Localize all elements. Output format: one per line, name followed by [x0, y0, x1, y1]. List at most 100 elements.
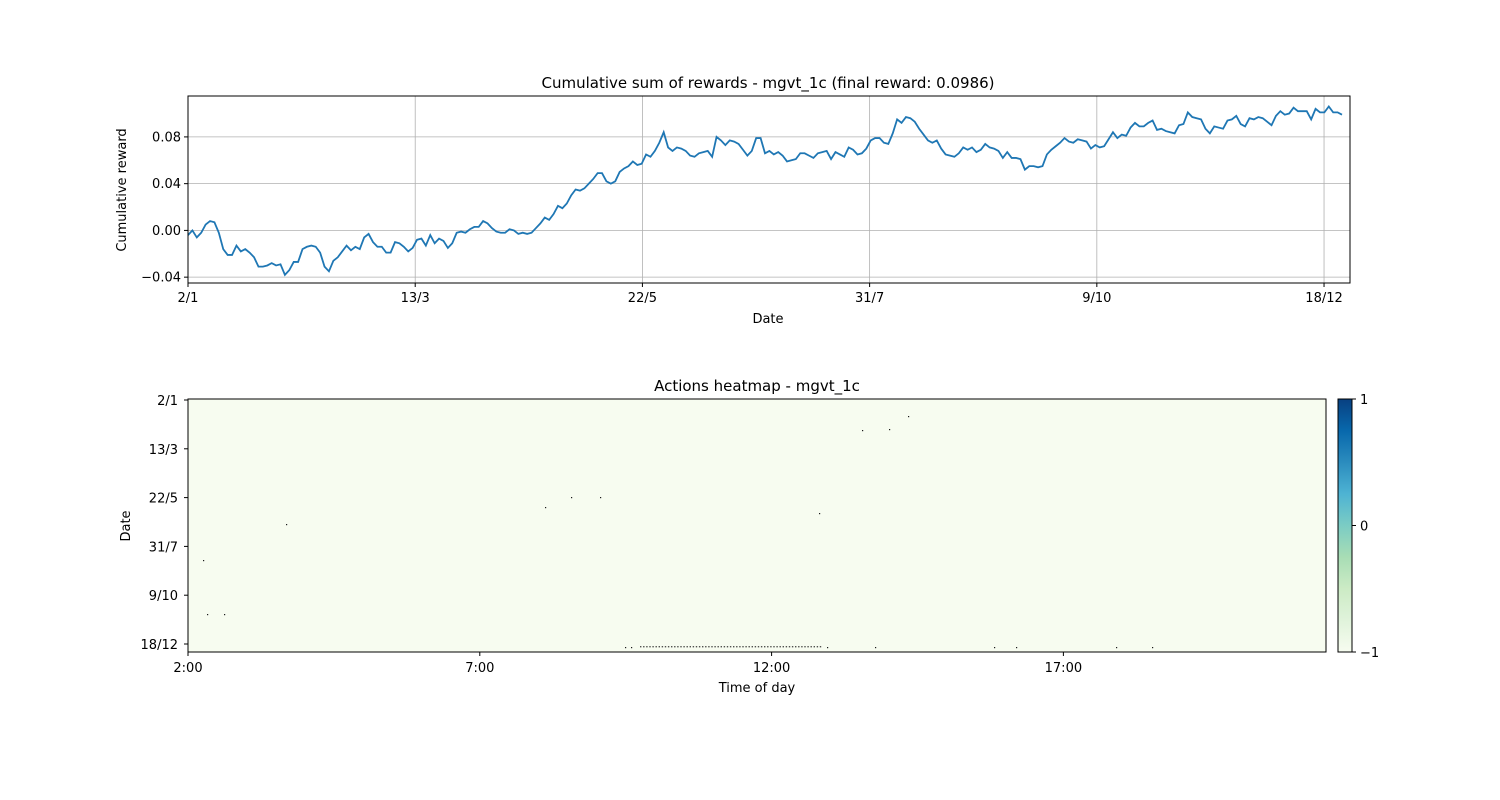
x-tick-label: 9/10	[1082, 291, 1111, 306]
action-cell	[708, 646, 710, 648]
action-cell	[674, 646, 676, 648]
action-cell	[748, 646, 750, 648]
action-cell	[671, 646, 673, 648]
y-tick-label: 22/5	[149, 492, 178, 507]
line-chart-x-axis-label: Date	[752, 312, 783, 327]
x-tick-label: 13/3	[401, 291, 430, 306]
action-cell	[767, 646, 769, 648]
action-cell	[764, 646, 766, 648]
action-cell	[661, 646, 664, 648]
action-cell	[795, 646, 797, 648]
action-cell	[733, 646, 735, 648]
action-cell	[788, 646, 791, 648]
y-tick-label: 2/1	[157, 394, 178, 409]
action-cell	[655, 646, 657, 648]
action-cell	[677, 646, 679, 648]
reward-line-chart: Cumulative sum of rewards - mgvt_1c (fin…	[115, 74, 1351, 327]
action-cell	[692, 646, 695, 648]
heatmap-y-ticks: 2/1 13/3 22/5 31/7 9/10 18/12	[141, 394, 188, 653]
action-cell	[1116, 647, 1118, 649]
reward-series-line	[187, 105, 1343, 277]
action-cell	[720, 646, 722, 648]
action-cell	[649, 646, 651, 648]
action-cell	[757, 646, 760, 648]
action-cell	[643, 646, 645, 648]
x-tick-label: 17:00	[1045, 661, 1082, 676]
colorbar-tick-label: 0	[1360, 520, 1368, 535]
action-cell	[600, 497, 602, 499]
colorbar-tick-label: −1	[1360, 646, 1379, 661]
x-tick-label: 2:00	[173, 661, 202, 676]
heatmap-action-marks	[203, 416, 1154, 649]
heatmap-x-ticks: 2:00 7:00 12:00 17:00	[173, 652, 1082, 676]
y-tick-label: 0.00	[152, 224, 181, 239]
action-cell	[729, 646, 732, 648]
colorbar-tick-label: 1	[1360, 393, 1368, 408]
x-tick-label: 2/1	[178, 291, 199, 306]
action-cell	[1152, 647, 1154, 649]
heatmap-x-axis-label: Time of day	[718, 681, 796, 696]
action-cell	[804, 646, 806, 648]
action-cell	[816, 646, 819, 648]
colorbar	[1337, 398, 1353, 653]
action-cell	[827, 647, 829, 649]
action-cell	[785, 646, 788, 648]
line-chart-title: Cumulative sum of rewards - mgvt_1c (fin…	[541, 74, 994, 93]
action-cell	[875, 647, 877, 649]
action-cell	[686, 646, 688, 648]
action-cell	[798, 646, 800, 648]
action-cell	[862, 430, 864, 432]
actions-heatmap: Actions heatmap - mgvt_1c 2:00 7:00 12:00 1…	[119, 377, 1379, 696]
action-cell	[760, 646, 763, 648]
y-tick-label: 0.04	[152, 177, 181, 192]
action-cell	[723, 646, 726, 648]
action-cell	[908, 416, 910, 418]
action-cell	[751, 646, 753, 648]
action-cell	[683, 646, 685, 648]
action-cell	[994, 647, 996, 649]
action-cell	[745, 646, 747, 648]
action-cell	[791, 646, 794, 648]
y-tick-label: 18/12	[141, 638, 178, 653]
action-cell	[625, 647, 627, 649]
action-cell	[801, 646, 803, 648]
action-cell	[207, 614, 209, 616]
line-chart-x-ticks: 2/1 13/3 22/5 31/7 9/10 18/12	[178, 283, 1343, 306]
action-cell	[545, 507, 547, 509]
y-tick-label: 13/3	[149, 443, 178, 458]
heatmap-frame	[187, 398, 1327, 653]
y-tick-label: 0.08	[152, 130, 181, 145]
action-cell	[640, 646, 642, 648]
action-cell	[779, 646, 781, 648]
y-tick-label: 31/7	[149, 540, 178, 555]
action-cell	[782, 646, 784, 648]
action-cell	[726, 646, 729, 648]
action-cell	[571, 497, 573, 499]
action-cell	[631, 647, 633, 649]
action-cell	[667, 646, 670, 648]
x-tick-label: 7:00	[465, 661, 494, 676]
action-cell	[711, 646, 713, 648]
action-cell	[889, 429, 891, 431]
action-cell	[754, 646, 757, 648]
action-cell	[680, 646, 682, 648]
action-cell	[203, 560, 205, 562]
heatmap-title: Actions heatmap - mgvt_1c	[654, 377, 860, 396]
heatmap-y-axis-label: Date	[119, 510, 134, 541]
line-chart-y-ticks: −0.04 0.00 0.04 0.08	[141, 130, 188, 286]
action-cell	[689, 646, 691, 648]
action-cell	[224, 614, 226, 616]
action-cell	[819, 646, 822, 648]
x-tick-label: 31/7	[855, 291, 884, 306]
y-tick-label: 9/10	[149, 589, 178, 604]
colorbar-ticks: 1 0 −1	[1352, 393, 1379, 661]
action-cell	[810, 646, 812, 648]
action-cell	[646, 646, 648, 648]
action-cell	[717, 646, 719, 648]
action-cell	[286, 524, 288, 526]
line-chart-frame	[187, 95, 1351, 284]
line-chart-y-axis-label: Cumulative reward	[115, 128, 130, 251]
y-tick-label: −0.04	[141, 271, 181, 286]
action-cell	[652, 646, 654, 648]
